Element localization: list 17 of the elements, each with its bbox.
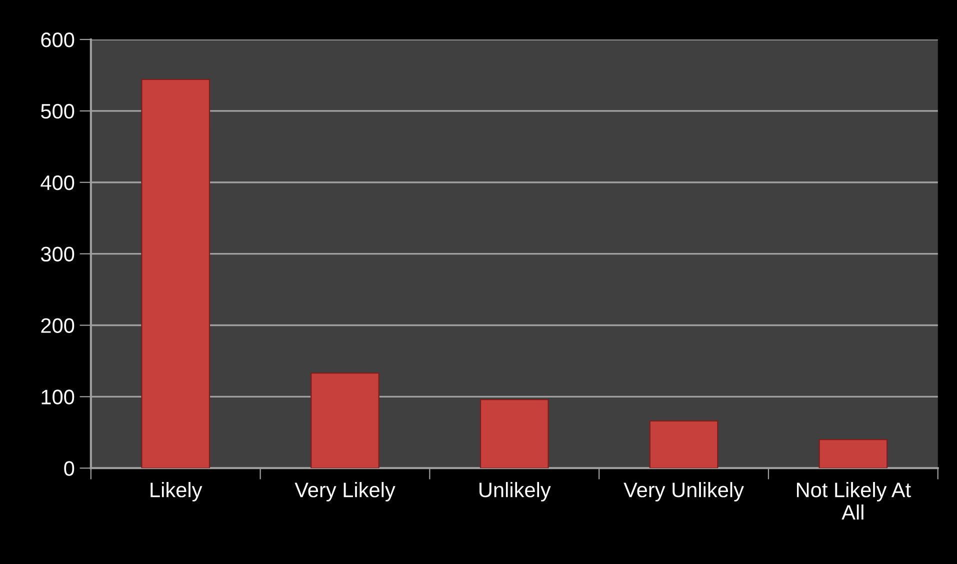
y-tick-label: 300 [40,246,74,262]
x-tick-label: Not Likely At All [796,482,911,520]
bar [649,420,718,468]
y-tick-label: 100 [42,390,74,404]
bar [141,78,210,468]
x-tick-label: Likely [150,482,202,502]
y-tick-label: 0 [64,461,74,476]
y-tick-label: 200 [41,318,74,333]
bar [480,398,549,468]
bar [310,372,380,468]
y-tick-label: 600 [41,32,74,48]
bar [818,438,888,468]
y-tick-label: 500 [41,104,74,119]
x-tick-label: Very Likely [294,482,396,502]
x-tick-label: Very Unlikely [624,482,744,502]
x-tick-label: Unlikely [480,482,551,502]
y-tick-label: 400 [40,175,74,190]
